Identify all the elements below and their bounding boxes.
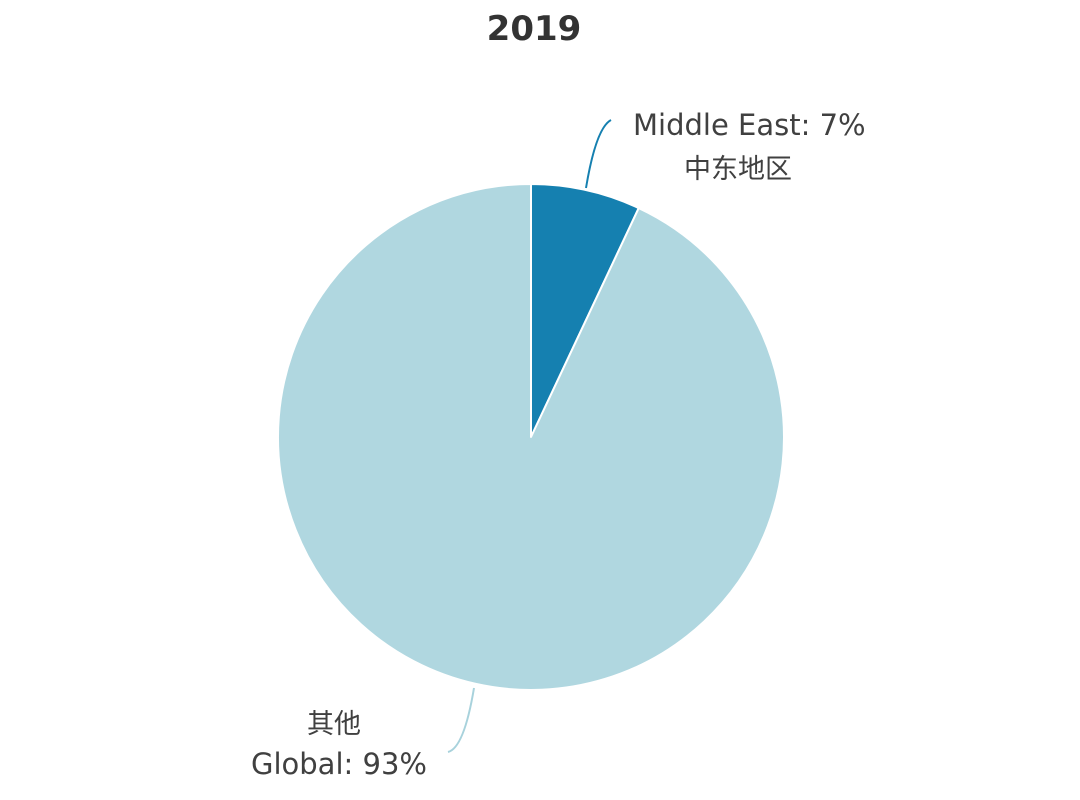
pie-slices xyxy=(277,183,785,691)
pie-slice-middle-east xyxy=(530,183,640,438)
slice-label-global: Global: 93% xyxy=(251,747,427,781)
slice-sublabel-middle-east: 中东地区 xyxy=(684,154,792,185)
leader-line-middle-east xyxy=(585,119,612,189)
slice-label-middle-east: Middle East: 7% xyxy=(633,108,866,142)
leader-line-global xyxy=(447,687,475,753)
slice-sublabel-global: 其他 xyxy=(307,709,361,740)
pie-slice-global xyxy=(277,183,785,691)
chart-title: 2019 xyxy=(487,9,582,49)
